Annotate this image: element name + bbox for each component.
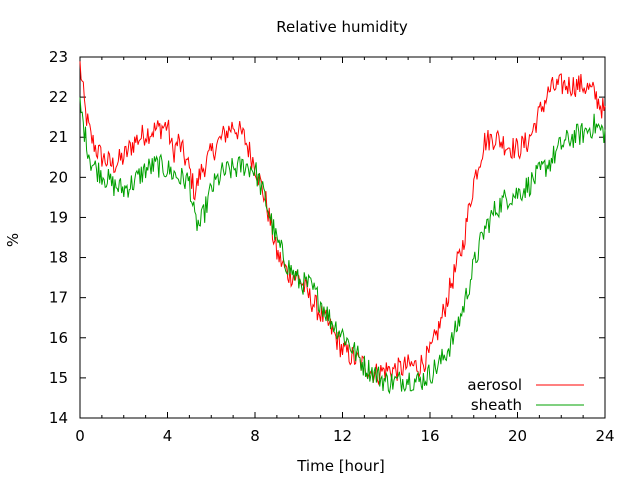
legend: aerosol sheath — [467, 376, 584, 414]
x-tick-label: 16 — [420, 427, 439, 445]
y-tick-label: 18 — [49, 249, 68, 267]
series-layer — [79, 61, 606, 395]
series-line-aerosol — [79, 61, 606, 386]
legend-label-sheath: sheath — [471, 396, 522, 414]
y-tick-label: 16 — [49, 329, 68, 347]
series-line-sheath — [79, 97, 606, 395]
x-tick-label: 8 — [250, 427, 260, 445]
y-axis-label: % — [4, 233, 22, 247]
y-tick-label: 14 — [49, 409, 68, 427]
y-tick-label: 23 — [49, 48, 68, 66]
chart-title: Relative humidity — [276, 18, 408, 36]
axis-ticks: 0 4 8 12 16 20 24 14 15 16 17 18 19 20 21 22 23 — [49, 48, 615, 445]
y-tick-label: 19 — [49, 208, 68, 226]
y-tick-label: 17 — [49, 289, 68, 307]
y-tick-label: 21 — [49, 128, 68, 146]
x-axis-label: Time [hour] — [296, 457, 385, 475]
plot-frame — [79, 56, 606, 419]
legend-label-aerosol: aerosol — [467, 376, 522, 394]
x-tick-label: 4 — [163, 427, 173, 445]
x-tick-label: 20 — [508, 427, 527, 445]
y-tick-label: 20 — [49, 168, 68, 186]
x-tick-label: 0 — [75, 427, 85, 445]
y-tick-label: 22 — [49, 88, 68, 106]
y-tick-label: 15 — [49, 369, 68, 387]
x-tick-label: 24 — [595, 427, 614, 445]
x-tick-label: 12 — [333, 427, 352, 445]
